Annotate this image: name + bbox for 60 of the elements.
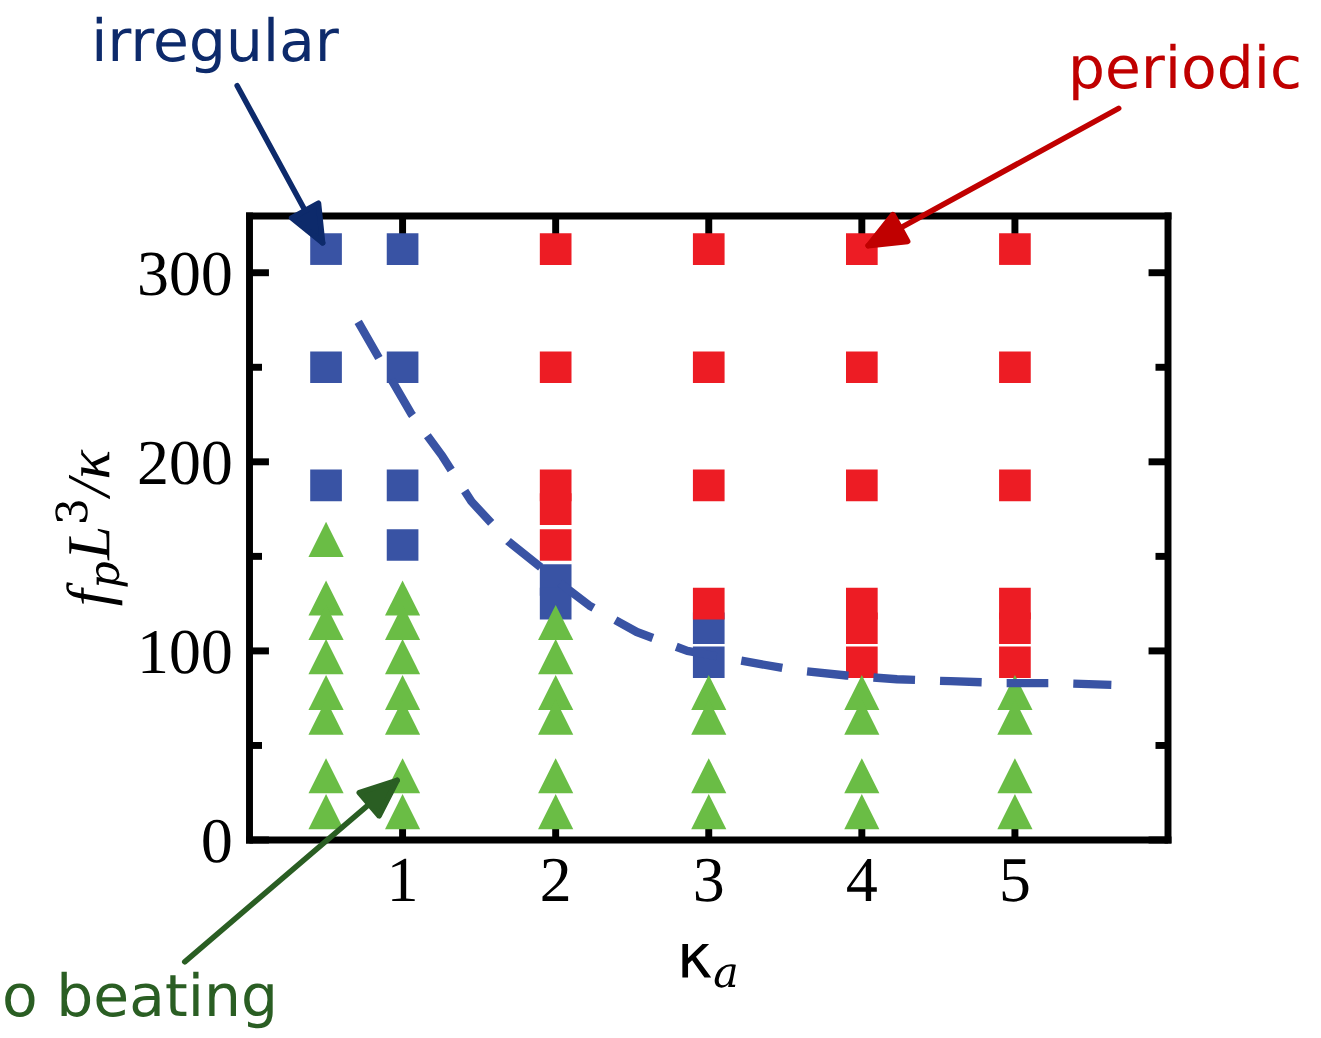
annotation: o beating [5,971,273,1029]
point [999,612,1031,645]
point [999,351,1031,384]
point [691,794,727,830]
point [308,758,344,794]
point [692,233,725,265]
y-tick-label: 200 [139,441,231,485]
point [844,794,880,830]
point [386,351,419,384]
y-axis-title: f$_{p}$L$^{3}$/κ [55,449,128,606]
point [844,758,880,794]
point [692,587,725,620]
point [308,794,344,830]
point [691,674,727,711]
point [999,233,1031,265]
x-axis-title: κ$_{a}$ [682,944,736,988]
point [308,639,344,675]
point [385,674,421,711]
point [846,646,878,679]
point [386,469,419,502]
point [385,639,421,675]
point [308,674,344,711]
point [385,580,421,616]
annotation: irregular [96,16,339,74]
x-tick-label: 2 [542,858,569,901]
y-tick-label: 0 [203,819,231,863]
point [691,758,727,794]
point [846,351,878,384]
x-tick-label: 1 [392,858,415,901]
annotation: periodic [1073,43,1299,101]
point [539,493,572,525]
point [538,794,574,830]
y-tick-label: 100 [142,630,231,674]
point [997,758,1033,794]
point [844,674,880,711]
point [692,351,725,384]
point [310,469,342,502]
point [846,469,878,502]
x-tick-label: 5 [1002,859,1029,902]
point [308,580,344,616]
y-tick-label: 300 [140,252,231,296]
point [385,794,421,830]
point [310,351,342,384]
point [538,674,574,711]
point [539,529,572,561]
point [538,639,574,675]
point [386,529,419,561]
point [308,521,344,557]
point [846,612,878,645]
point [539,233,572,265]
x-tick-label: 3 [695,858,723,902]
point [997,794,1033,830]
point [999,646,1031,679]
x-tick-label: 4 [847,858,877,901]
point [999,469,1031,502]
point [538,758,574,794]
point [538,604,574,641]
point [692,469,725,502]
point [539,351,572,384]
point [386,233,419,265]
